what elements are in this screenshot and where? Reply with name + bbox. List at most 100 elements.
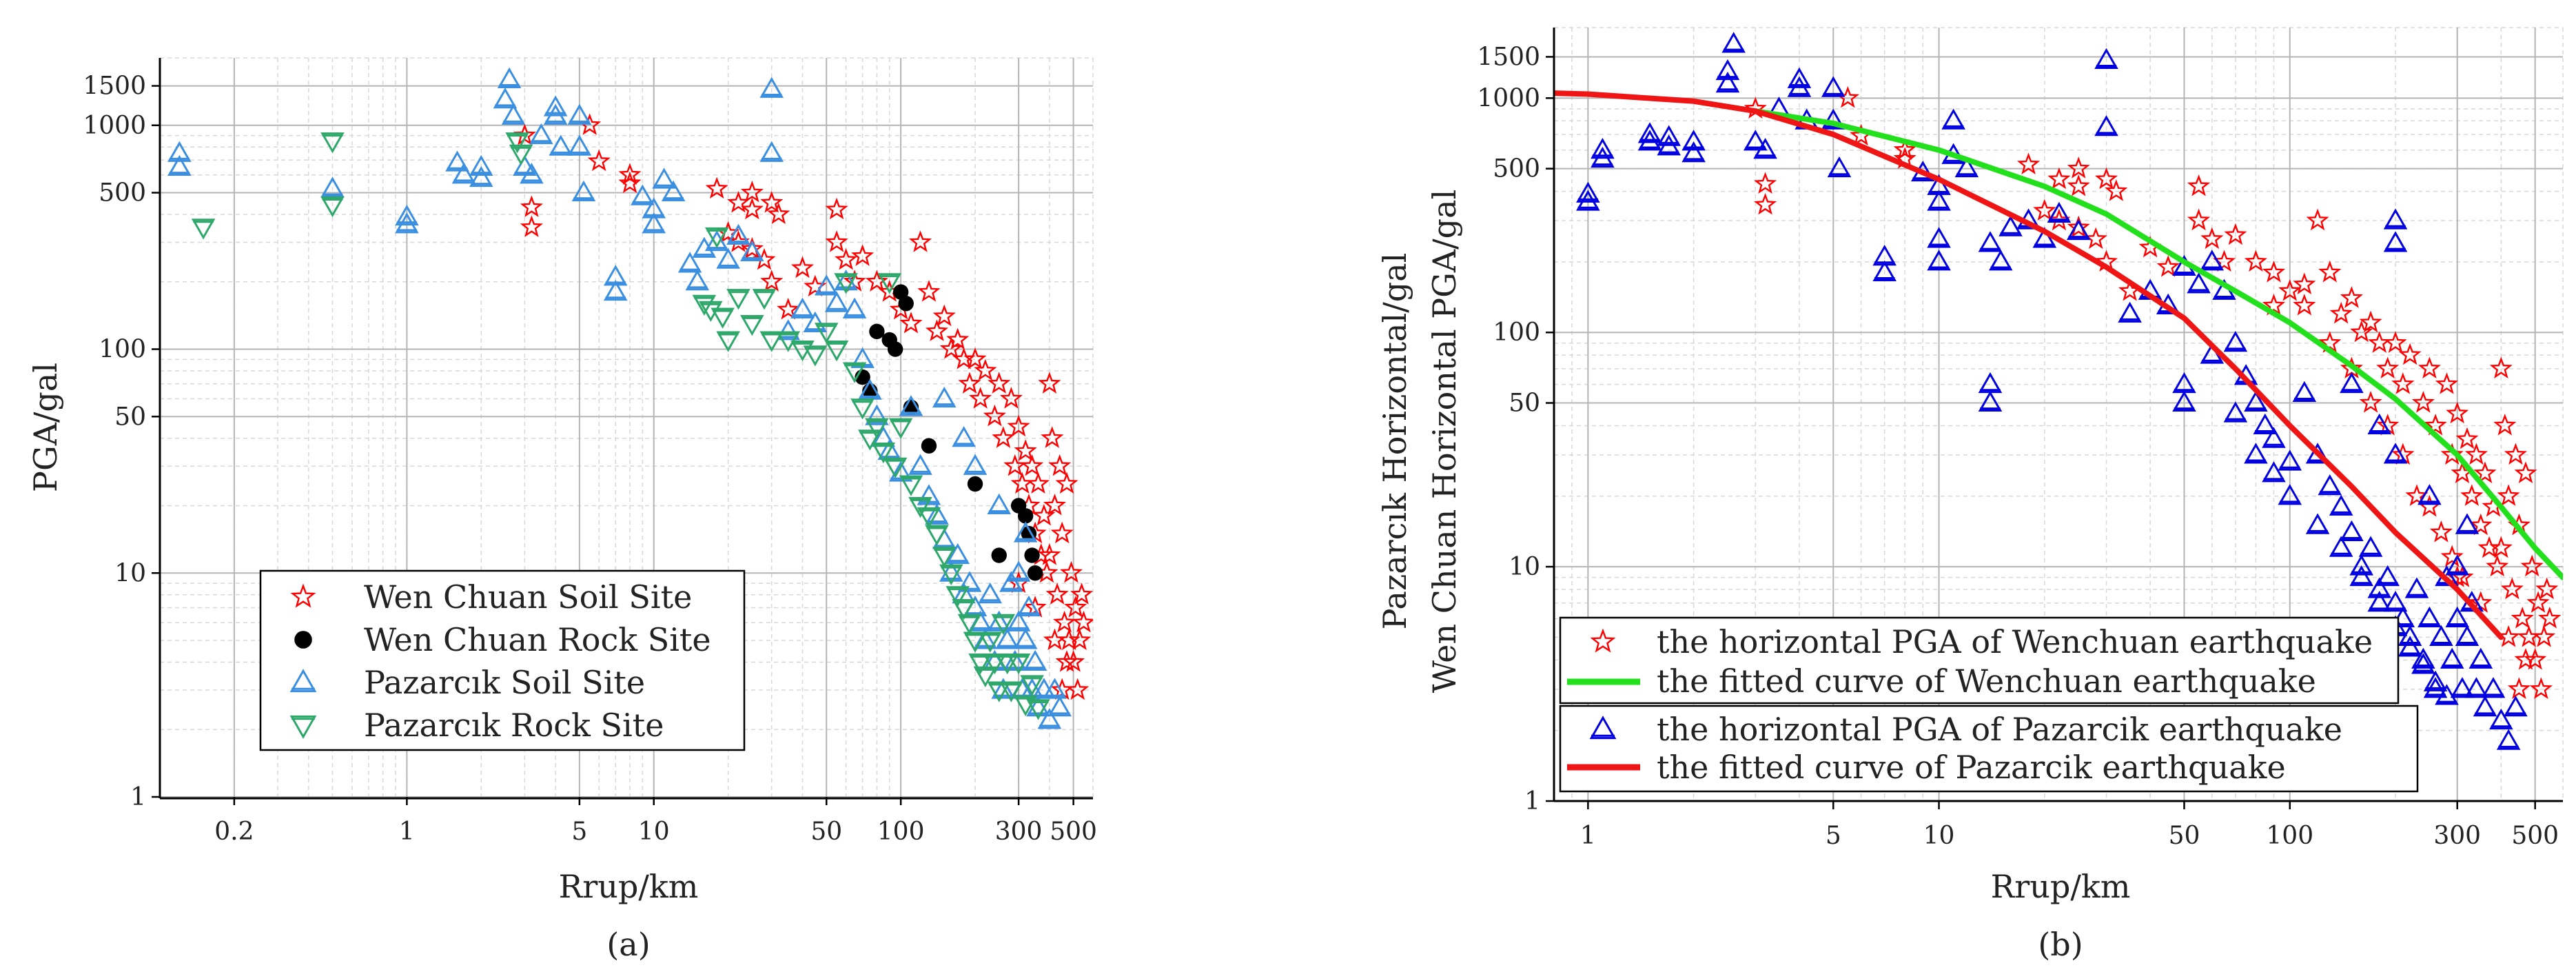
chart-a-point (501, 103, 526, 125)
legend-b-entry-4: the fitted curve of Pazarcik earthquake (1657, 749, 2286, 786)
chart-a-point (991, 547, 1007, 563)
chart-a-point (939, 337, 963, 359)
chart-a-point (571, 180, 596, 202)
chart-b-point (2358, 536, 2383, 557)
chart-b-point (2468, 647, 2493, 669)
chart-a-point (505, 132, 529, 154)
chart-a-xtick-label: 5 (571, 818, 587, 846)
chart-a-xtick-label: 10 (638, 818, 670, 846)
chart-b-point (2340, 286, 2363, 308)
chart-b-point (1988, 250, 2013, 271)
chart-b-point (2187, 272, 2211, 294)
chart-a-point (451, 163, 476, 184)
chart-a-point (1055, 650, 1079, 672)
chart-a-point (1043, 628, 1067, 651)
chart-a-point (987, 681, 1012, 702)
chart-b-xlabel: Rrup/km (1991, 868, 2131, 905)
chart-a-series-3 (191, 132, 1050, 720)
chart-a-point (777, 297, 800, 320)
chart-b-point (2424, 414, 2447, 436)
chart-a-point (767, 202, 790, 225)
chart-b-point (1821, 76, 1846, 97)
chart-a-point (1043, 494, 1067, 516)
chart-b-point (2349, 565, 2373, 587)
chart-a-xtick-label: 0.2 (214, 818, 254, 846)
chart-b-point (2391, 372, 2415, 394)
chart-a-point (497, 67, 522, 88)
chart-a-point (642, 197, 666, 219)
chart-a-point (759, 77, 784, 98)
chart-b-point (1715, 71, 1740, 93)
chart-b-point (1715, 59, 1740, 81)
chart-b-point (2376, 356, 2400, 378)
chart-b-ytick-label: 10 (1509, 553, 1540, 581)
chart-a-point (978, 631, 1003, 653)
chart-b-point (2486, 554, 2509, 577)
chart-a-ytick-label: 1000 (83, 112, 146, 140)
chart-b-point (2455, 513, 2480, 534)
chart-a-point (740, 314, 764, 336)
chart-a-point (987, 610, 1012, 631)
chart-b-point (2507, 677, 2531, 699)
chart-b-point (1753, 137, 1777, 159)
chart-a-point (999, 387, 1023, 409)
chart-a-point (974, 358, 997, 381)
chart-b-point (2489, 536, 2513, 558)
chart-a-point (320, 196, 345, 218)
chart-a-point (908, 496, 932, 518)
chart-a-ylabel: PGA/gal (27, 363, 64, 492)
chart-a-point (983, 404, 1006, 427)
chart-a-point (1006, 560, 1031, 582)
chart-b-ticks: 1 5 10 50 100 300 500 1 10 50 100 500 1000 1500 (1477, 43, 2559, 850)
chart-b-ytick-label: 500 (1493, 155, 1540, 183)
chart-b-point (2445, 554, 2469, 576)
chart-b-point (2278, 279, 2302, 301)
chart-b-point (1754, 172, 1777, 194)
chart-b-point (2067, 156, 2090, 179)
chart-b-point (2262, 427, 2286, 448)
chart-a-point (967, 476, 983, 492)
chart-b-point (2473, 696, 2497, 717)
chart-a-point (603, 265, 628, 286)
chart-b-point (1657, 125, 1681, 146)
chart-b-point (2384, 331, 2407, 353)
chart-b-point (2489, 708, 2513, 730)
chart-b-point (2094, 167, 2118, 190)
legend-a-marker (290, 583, 316, 608)
chart-a-point (1016, 595, 1041, 617)
chart-b-point (2411, 647, 2435, 669)
chart-b-point (2349, 554, 2373, 576)
chart-a-point (888, 418, 913, 439)
chart-b-point (2493, 414, 2517, 436)
chart-b-point (2094, 115, 2118, 136)
chart-a-point (825, 230, 848, 252)
chart-a-point (842, 297, 867, 318)
legend-b-entry-1: the horizontal PGA of Wenchuan earthquak… (1657, 623, 2373, 660)
chart-a-point (752, 289, 777, 310)
chart-a-point (618, 163, 642, 185)
legend-b-entry-3: the horizontal PGA of Pazarcik earthquak… (1657, 711, 2342, 748)
chart-a-point (1013, 521, 1038, 543)
chart-b-point (2223, 331, 2248, 352)
chart-a-point (1055, 472, 1079, 494)
chart-a-point (469, 154, 493, 176)
chart-a-point (445, 150, 469, 172)
chart-a-point (1048, 454, 1072, 476)
chart-b-point (1978, 231, 2003, 252)
chart-a-point (1062, 650, 1085, 672)
chart-a-point (925, 525, 949, 546)
chart-b-point (1576, 190, 1600, 211)
chart-a-point (917, 484, 941, 505)
chart-a-point (969, 387, 992, 409)
chart-b-point (2473, 461, 2497, 483)
chart-b-point (2440, 647, 2464, 669)
chart-a-point (1010, 472, 1034, 494)
chart-a-point (726, 289, 750, 310)
chart-b-point (2367, 591, 2392, 612)
chart-b-point (2066, 219, 2091, 241)
chart-b-point (2398, 636, 2422, 657)
chart-b-point (2329, 494, 2353, 516)
